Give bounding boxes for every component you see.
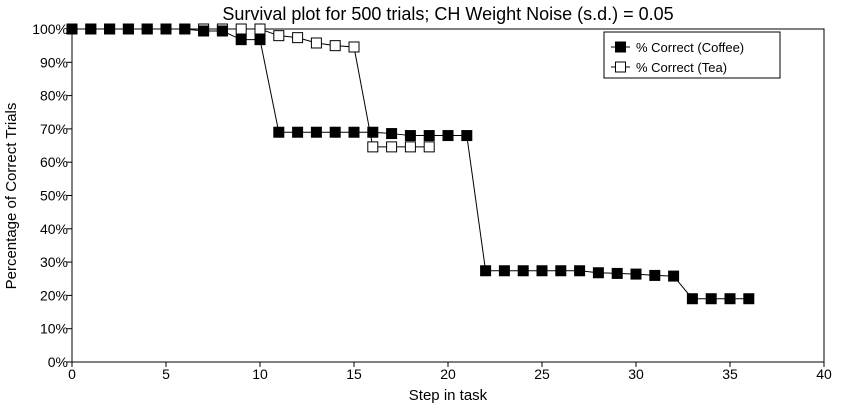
data-point	[705, 293, 717, 305]
data-point	[423, 141, 435, 153]
data-point	[292, 126, 304, 138]
data-point	[329, 126, 341, 138]
y-tick-label: 70%	[40, 121, 68, 137]
plot-area	[71, 28, 825, 363]
series-coffee	[66, 23, 755, 305]
data-point	[404, 130, 416, 142]
data-point	[592, 267, 604, 279]
data-point	[273, 30, 285, 42]
data-point	[310, 126, 322, 138]
x-tick-label: 35	[722, 366, 738, 382]
chart-title: Survival plot for 500 trials; CH Weight …	[222, 4, 673, 24]
data-point	[649, 269, 661, 281]
legend-label: % Correct (Coffee)	[636, 40, 744, 55]
data-point	[85, 23, 97, 35]
data-point	[348, 126, 360, 138]
data-point	[329, 40, 341, 52]
x-tick-label: 40	[816, 366, 832, 382]
x-tick-label: 25	[534, 366, 550, 382]
y-tick-label: 60%	[40, 154, 68, 170]
data-point	[292, 32, 304, 44]
data-point	[386, 128, 398, 140]
y-tick-label: 30%	[40, 254, 68, 270]
data-point	[668, 270, 680, 282]
x-tick-label: 30	[628, 366, 644, 382]
y-tick-label: 10%	[40, 321, 68, 337]
data-point	[630, 268, 642, 280]
data-point	[179, 23, 191, 35]
data-point	[498, 265, 510, 277]
legend-item-tea: % Correct (Tea)	[611, 60, 727, 75]
x-tick-label: 10	[252, 366, 268, 382]
x-axis-label: Step in task	[409, 387, 488, 404]
data-point	[235, 34, 247, 46]
data-point	[310, 37, 322, 49]
data-point	[66, 23, 78, 35]
data-point	[386, 141, 398, 153]
data-point	[348, 41, 360, 53]
data-point	[536, 265, 548, 277]
legend-box	[603, 31, 781, 79]
x-tick-label: 20	[440, 366, 456, 382]
legend-marker	[615, 61, 626, 73]
data-point	[216, 25, 228, 37]
x-tick-label: 15	[346, 366, 362, 382]
data-point	[517, 265, 529, 277]
data-point	[122, 23, 134, 35]
data-point	[367, 126, 379, 138]
y-axis-label: Percentage of Correct Trials	[3, 103, 20, 290]
y-tick-label: 40%	[40, 221, 68, 237]
data-point	[198, 25, 210, 37]
legend-label: % Correct (Tea)	[636, 60, 727, 75]
legend: % Correct (Coffee) % Correct (Tea)	[603, 31, 781, 79]
y-tick-label: 0%	[48, 354, 68, 370]
x-tick-label: 0	[68, 366, 76, 382]
series-layer	[66, 23, 755, 305]
data-point	[254, 34, 266, 46]
y-tick-label: 20%	[40, 287, 68, 303]
data-point	[160, 23, 172, 35]
data-point	[611, 267, 623, 279]
data-point	[686, 293, 698, 305]
x-axis: 0 5 10 15 20 25 30 35 40	[68, 362, 832, 382]
y-tick-label: 100%	[32, 21, 68, 37]
data-point	[555, 265, 567, 277]
data-point	[235, 23, 247, 35]
y-tick-label: 80%	[40, 88, 68, 104]
data-point	[461, 130, 473, 142]
data-point	[743, 293, 755, 305]
data-point	[404, 141, 416, 153]
legend-item-coffee: % Correct (Coffee)	[611, 40, 744, 55]
data-point	[141, 23, 153, 35]
data-point	[367, 141, 379, 153]
data-point	[104, 23, 116, 35]
legend-marker	[615, 41, 626, 53]
data-point	[574, 265, 586, 277]
data-point	[273, 126, 285, 138]
data-point	[423, 130, 435, 142]
data-point	[724, 293, 736, 305]
x-tick-label: 5	[162, 366, 170, 382]
y-tick-label: 90%	[40, 54, 68, 70]
data-point	[442, 130, 454, 142]
y-tick-label: 50%	[40, 188, 68, 204]
data-point	[254, 23, 266, 35]
y-axis: 0% 10% 20% 30% 40% 50% 60% 70% 80% 90% 100%	[32, 21, 72, 370]
data-point	[480, 265, 492, 277]
